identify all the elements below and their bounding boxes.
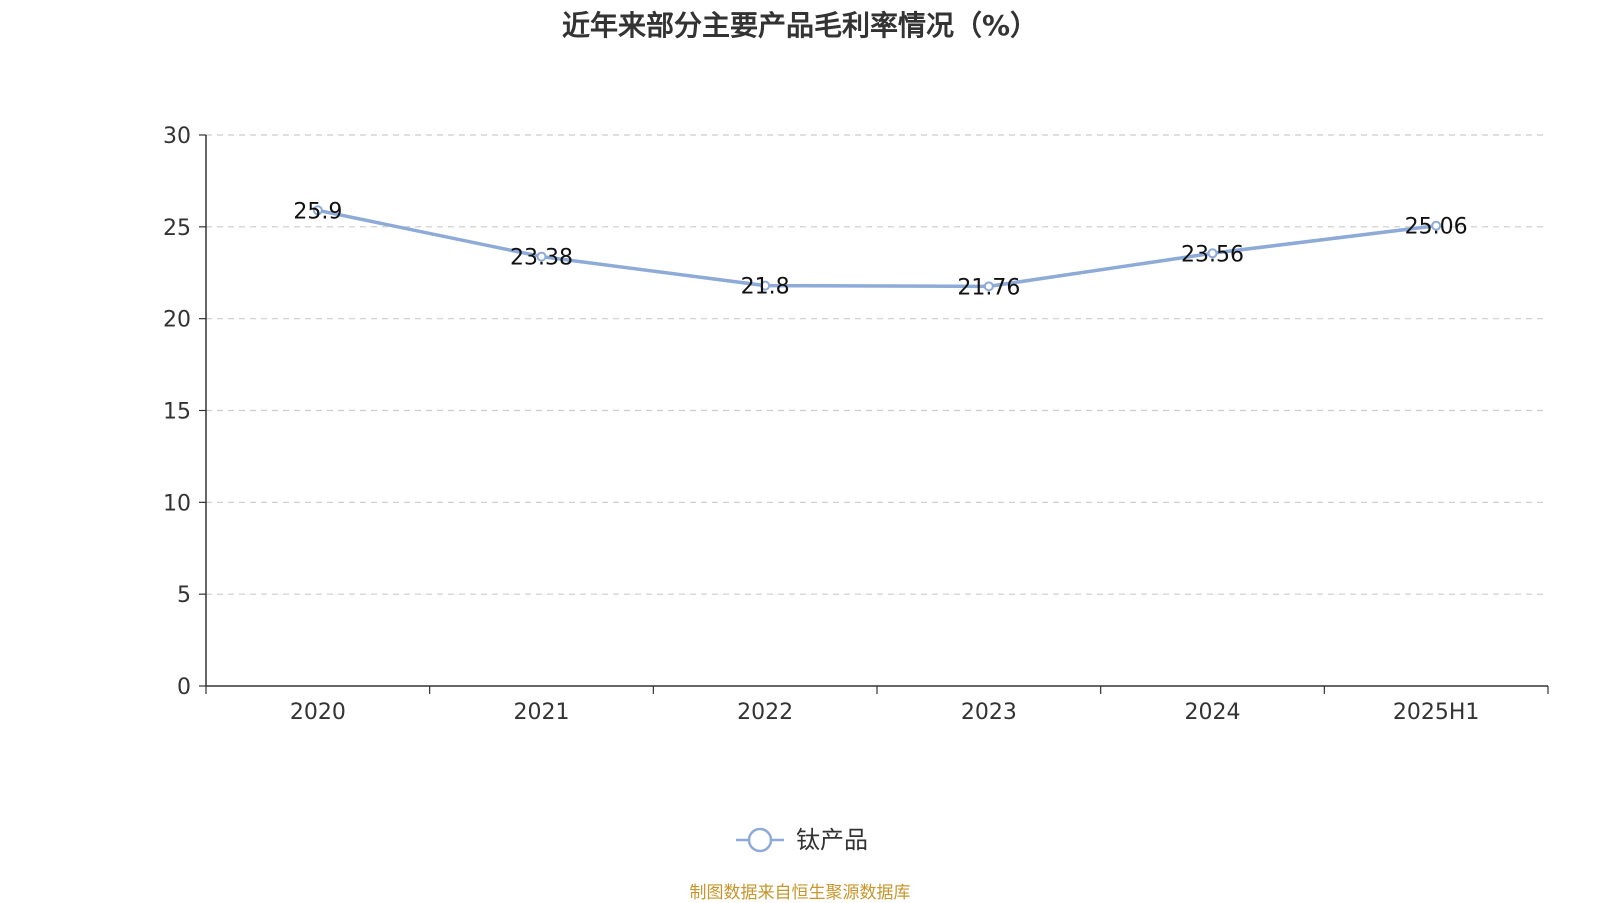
y-tick-label: 10 [163,491,191,516]
series-layer [312,205,1442,292]
x-tick-label: 2020 [290,700,346,725]
data-point[interactable] [312,205,323,216]
data-label: 21.8 [741,275,790,300]
data-point[interactable] [536,251,547,262]
data-label: 23.38 [510,246,573,271]
source-note: 制图数据来自恒生聚源数据库 [689,883,911,903]
x-tick-label: 2021 [514,700,570,725]
data-point[interactable] [760,280,771,291]
x-axis-ticks: 2020 2021 2022 2023 2024 2025H1 [205,686,1549,725]
x-tick-label: 2024 [1185,700,1241,725]
series-line-钛产品 [317,208,1437,289]
chart-title: 近年来部分主要产品毛利率情况（%） [561,9,1039,42]
data-point[interactable] [1207,248,1218,259]
y-tick-label: 5 [177,583,191,608]
data-label: 23.56 [1181,242,1244,267]
data-point[interactable] [1431,220,1442,231]
grid-lines [206,134,1548,595]
x-tick-label: 2022 [737,700,793,725]
y-axis-ticks: 0 5 10 15 20 25 30 [163,124,206,700]
y-tick-label: 20 [163,308,191,333]
y-tick-label: 25 [163,216,191,241]
data-point[interactable] [983,281,994,292]
legend-label: 钛产品 [796,826,868,854]
data-label: 21.76 [957,275,1020,300]
data-labels: 25.9 23.38 21.8 21.76 23.56 25.06 [293,199,1467,300]
legend[interactable]: 钛产品 [736,826,868,854]
data-label: 25.9 [293,199,342,224]
y-tick-label: 30 [163,124,191,149]
x-tick-label: 2025H1 [1393,700,1480,725]
data-label: 25.06 [1405,215,1468,240]
x-tick-label: 2023 [961,700,1017,725]
legend-marker-icon [747,827,773,853]
y-tick-label: 0 [177,675,191,700]
y-tick-label: 15 [163,400,191,425]
